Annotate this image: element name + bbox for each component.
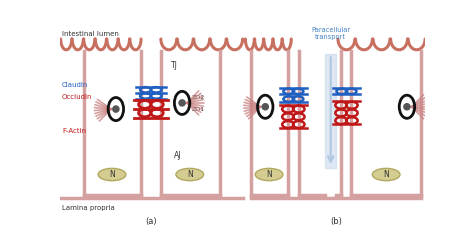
Text: N: N (109, 170, 115, 179)
Ellipse shape (98, 168, 126, 181)
Ellipse shape (179, 100, 185, 106)
Text: N: N (266, 170, 272, 179)
Ellipse shape (262, 104, 268, 110)
Text: AJ: AJ (174, 152, 182, 160)
Text: ZO1: ZO1 (191, 107, 204, 112)
Text: N: N (383, 170, 389, 179)
Text: Claudin: Claudin (62, 82, 88, 88)
Ellipse shape (404, 104, 410, 110)
Text: Lamina propria: Lamina propria (62, 205, 115, 211)
Ellipse shape (113, 106, 119, 112)
Text: Intestinal lumen: Intestinal lumen (62, 31, 119, 37)
Text: TJ: TJ (171, 61, 177, 69)
Ellipse shape (176, 168, 204, 181)
Text: Paracellular
transport: Paracellular transport (311, 27, 350, 40)
Text: Occludin: Occludin (62, 94, 92, 100)
Text: ZO2: ZO2 (191, 95, 205, 100)
Text: (b): (b) (330, 217, 342, 226)
Text: N: N (187, 170, 192, 179)
Text: (a): (a) (146, 217, 157, 226)
Ellipse shape (255, 168, 283, 181)
Ellipse shape (372, 168, 400, 181)
Text: F-Actin: F-Actin (62, 128, 86, 134)
